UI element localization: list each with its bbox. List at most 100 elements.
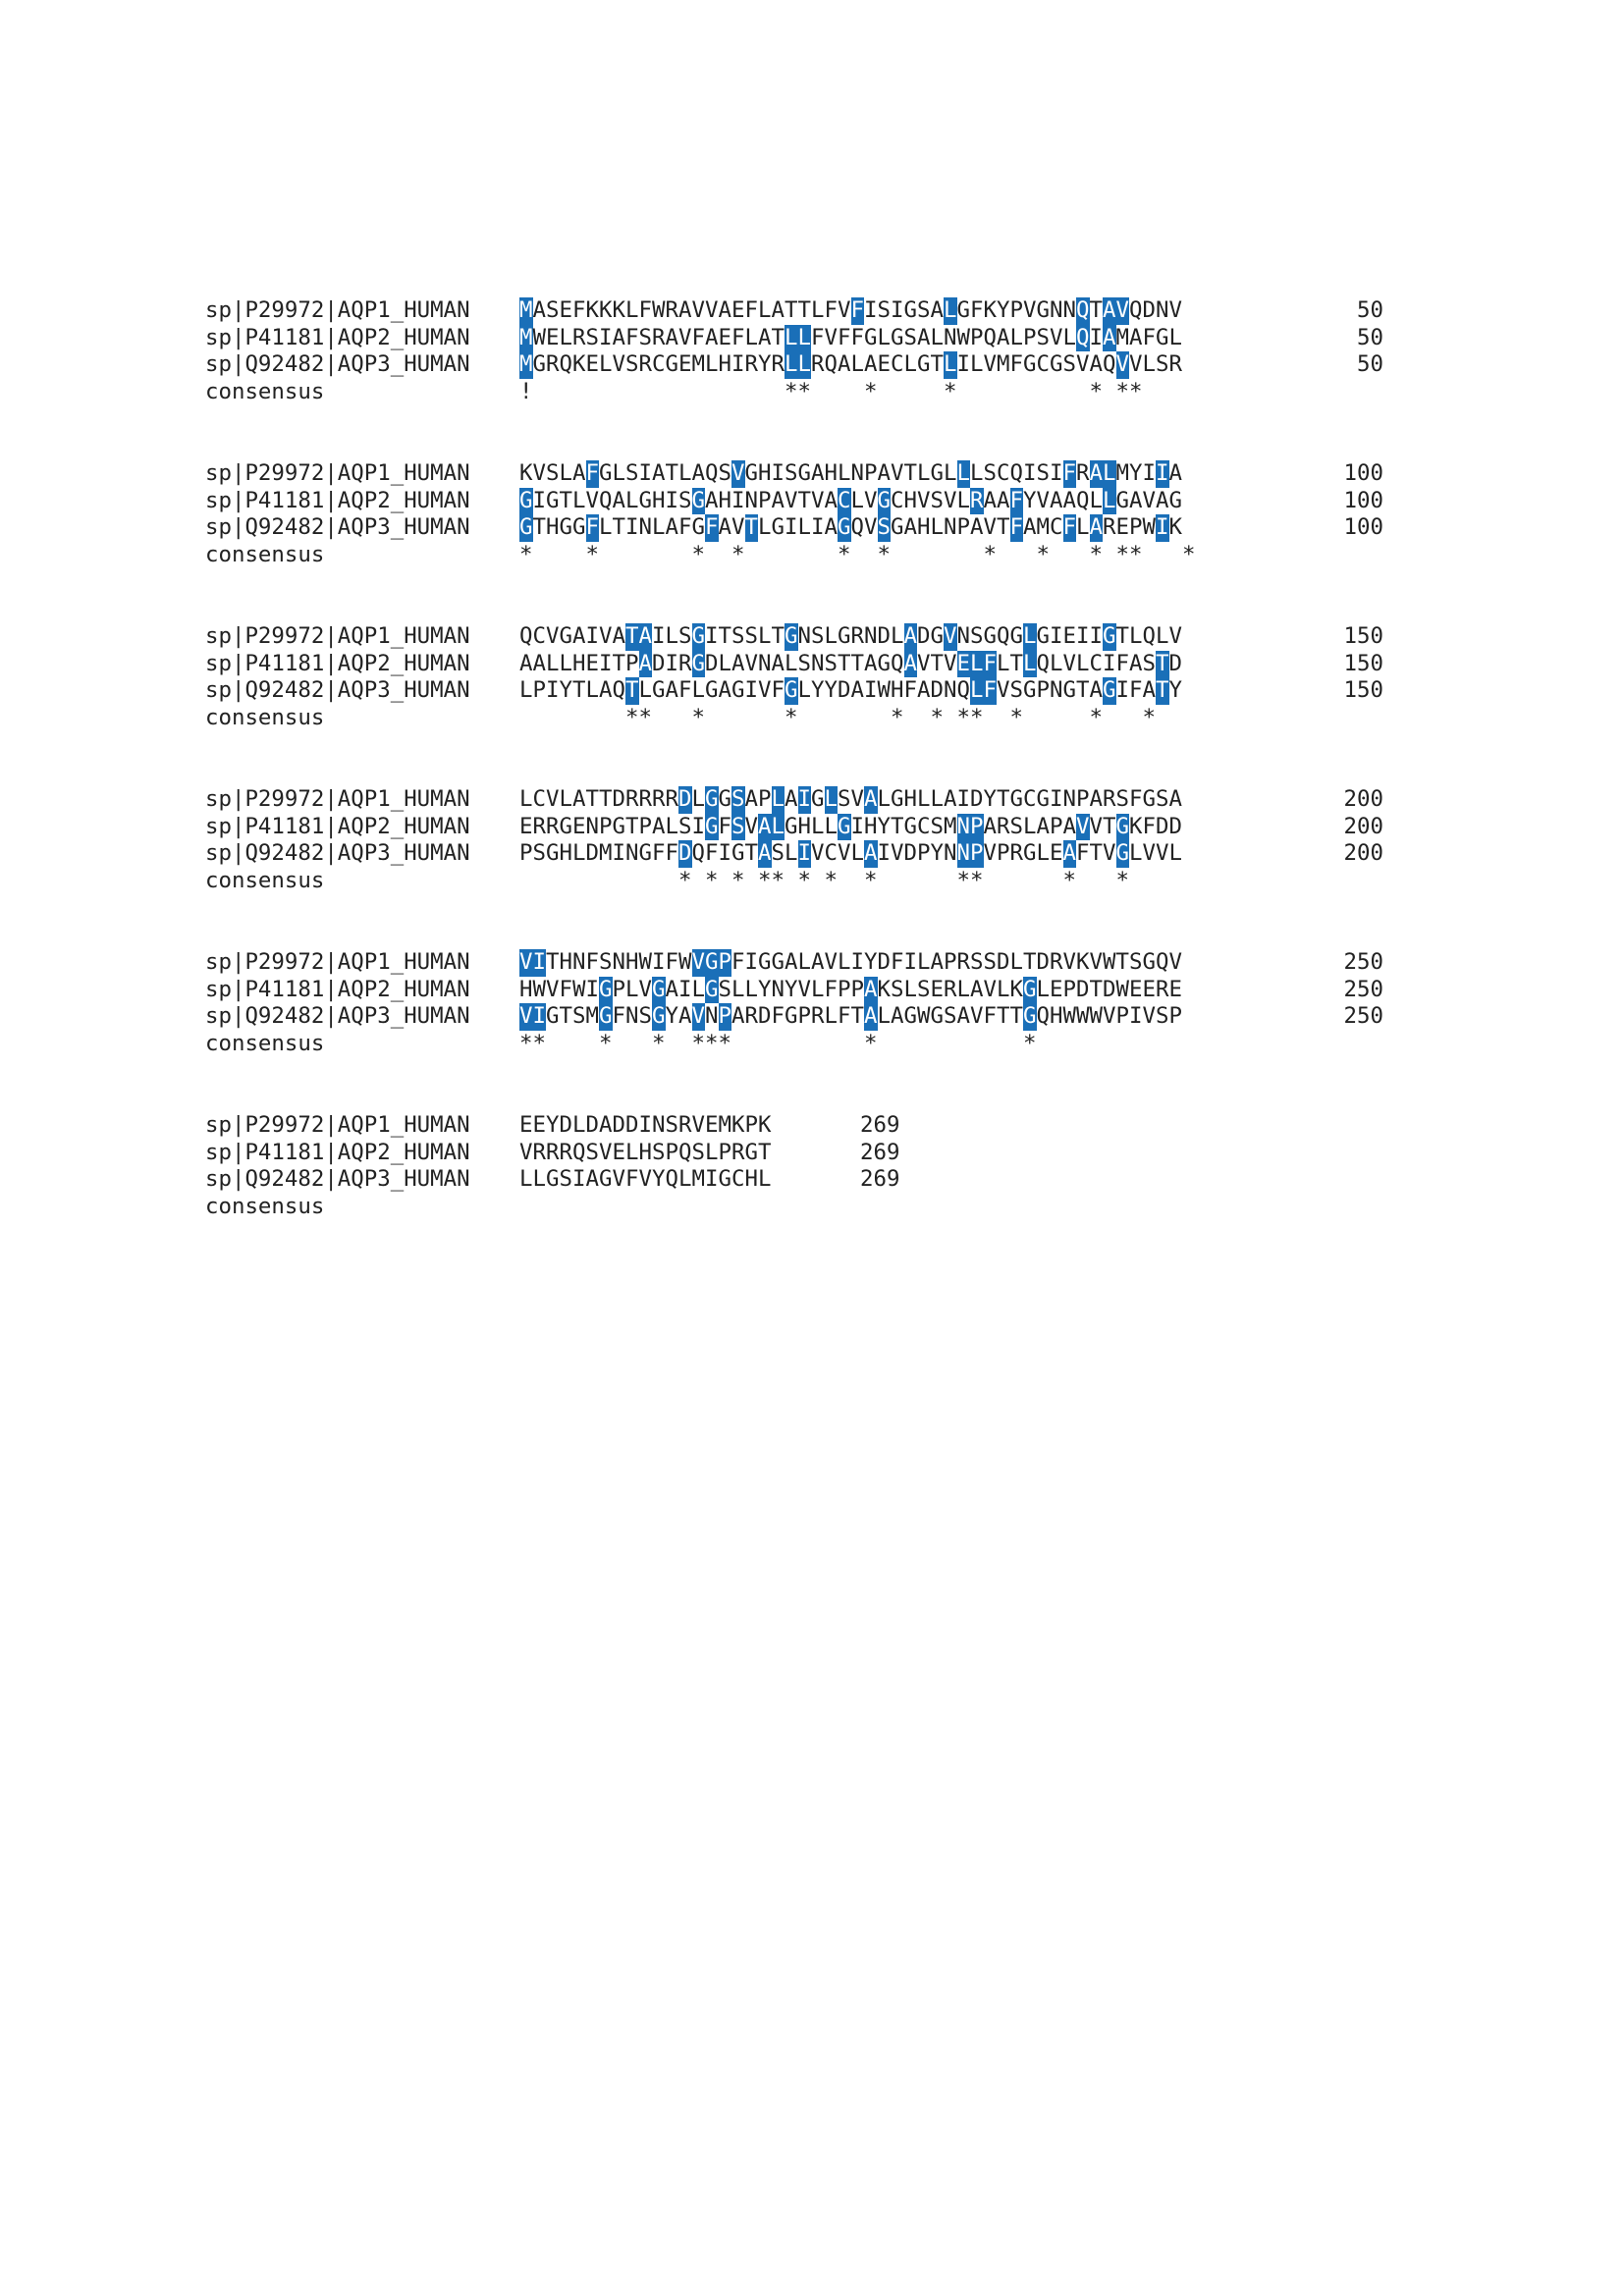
residue: * xyxy=(1115,378,1129,404)
residue: A xyxy=(930,949,944,975)
residue: N xyxy=(1050,297,1063,323)
residue: F xyxy=(838,324,851,350)
residue: I xyxy=(1089,623,1103,649)
residue: S xyxy=(970,949,984,975)
residue: L xyxy=(705,351,719,378)
conserved-residue: A xyxy=(903,650,917,678)
sequence-name: sp|Q92482|AQP3_HUMAN xyxy=(205,1166,470,1193)
position-number: 269 xyxy=(860,1112,900,1138)
residue: * xyxy=(731,867,745,893)
residue: A xyxy=(691,460,705,486)
residue: L xyxy=(891,623,904,649)
residue: S xyxy=(970,623,984,649)
residue: I xyxy=(585,976,599,1002)
residue: L xyxy=(1050,650,1063,676)
conserved-residue: M xyxy=(519,297,533,325)
residue: V xyxy=(546,623,560,649)
residue: Y xyxy=(811,677,825,704)
residue: T xyxy=(1023,949,1037,975)
residue: G xyxy=(638,840,652,867)
residue xyxy=(1103,379,1116,406)
conserved-residue: F xyxy=(983,650,997,678)
residue: I xyxy=(811,514,825,541)
residue: V xyxy=(944,650,957,676)
residue: * xyxy=(585,541,599,567)
residue: Q xyxy=(519,623,533,649)
residue: N xyxy=(944,324,957,350)
residue: L xyxy=(691,786,705,812)
residue: L xyxy=(1129,840,1143,867)
residue: G xyxy=(1156,324,1169,350)
residue: P xyxy=(532,677,546,704)
residue: L xyxy=(1156,623,1169,649)
residue xyxy=(1010,542,1024,569)
residue: T xyxy=(559,1003,572,1030)
residue: K xyxy=(731,1112,745,1138)
residue: T xyxy=(1115,949,1129,975)
residue: T xyxy=(997,514,1010,541)
residue xyxy=(944,1031,957,1058)
conserved-residue: T xyxy=(625,623,639,651)
residue: A xyxy=(731,650,745,676)
residue: A xyxy=(585,1166,599,1193)
residue: E xyxy=(585,650,599,676)
residue: V xyxy=(612,1166,625,1193)
conserved-residue: G xyxy=(877,487,891,515)
residue: A xyxy=(864,650,878,676)
residue xyxy=(984,1031,998,1058)
residue: H xyxy=(758,460,772,486)
residue: L xyxy=(1036,976,1050,1002)
residue: A xyxy=(572,460,586,486)
residue: I xyxy=(691,813,705,839)
residue xyxy=(931,542,945,569)
residue: S xyxy=(678,813,692,839)
residue: T xyxy=(744,840,758,867)
residue: V xyxy=(797,976,811,1002)
conserved-residue: F xyxy=(983,677,997,705)
residue: I xyxy=(1076,623,1090,649)
sequence-residues: ** * * * * ** * * * xyxy=(519,705,1156,732)
residue: * xyxy=(838,541,851,567)
residue xyxy=(599,705,613,732)
residue xyxy=(666,379,679,406)
residue: I xyxy=(625,514,639,541)
residue: T xyxy=(930,351,944,378)
residue xyxy=(572,868,586,895)
residue: F xyxy=(771,677,785,704)
residue: S xyxy=(903,324,917,350)
residue: S xyxy=(983,949,997,975)
residue: D xyxy=(1142,297,1156,323)
residue: F xyxy=(665,840,678,867)
conserved-residue: L xyxy=(797,324,811,352)
residue xyxy=(997,868,1010,895)
residue: P xyxy=(599,813,613,839)
residue: I xyxy=(585,623,599,649)
sequence-residues: LCVLATTDRRRRDLGGSAPLAIGLSVALGHLLAIDYTGCG… xyxy=(519,786,1182,814)
conserved-residue: G xyxy=(785,623,798,651)
residue: W xyxy=(1115,976,1129,1002)
residue: H xyxy=(891,677,904,704)
residue: * xyxy=(519,541,533,567)
residue: P xyxy=(970,324,984,350)
residue: * xyxy=(1089,541,1103,567)
sequence-residues: VIGTSMGFNSGYAVNPARDFGPRLFTALAGWGSAVFTTGQ… xyxy=(519,1003,1182,1031)
residue: S xyxy=(665,1112,678,1138)
position-number: 100 xyxy=(1343,460,1383,486)
residue: M xyxy=(997,351,1010,378)
residue: V xyxy=(811,840,825,867)
residue: N xyxy=(625,1003,639,1030)
residue: A xyxy=(718,297,731,323)
residue: I xyxy=(850,949,864,975)
residue: A xyxy=(1089,786,1103,812)
residue: * xyxy=(877,541,891,567)
residue: W xyxy=(877,677,891,704)
residue xyxy=(931,868,945,895)
residue: W xyxy=(652,297,666,323)
residue: T xyxy=(599,786,613,812)
residue xyxy=(825,379,839,406)
residue xyxy=(1050,379,1063,406)
conserved-residue: I xyxy=(797,840,811,868)
sequence-name: consensus xyxy=(205,704,325,730)
residue: D xyxy=(917,623,931,649)
residue: L xyxy=(599,514,613,541)
